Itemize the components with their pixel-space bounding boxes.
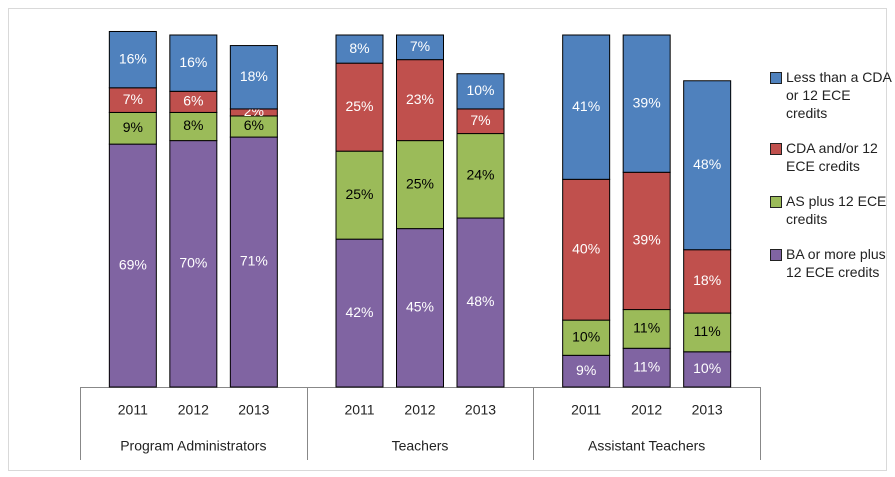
bar-segment [229,45,278,110]
data-label: 18% [240,68,268,84]
x-tick-label: 2012 [404,402,435,418]
bar-segment [456,73,505,110]
data-label: 16% [179,54,207,70]
data-label: 71% [240,253,268,269]
data-label: 7% [410,38,430,54]
data-label: 7% [470,112,490,128]
data-label: 10% [466,82,494,98]
group-label: Teachers [392,438,449,454]
legend-label: Less than a CDA or 12 ECE credits [786,69,892,121]
bar-segment [622,309,671,349]
data-label: 9% [576,362,596,378]
data-label: 25% [406,175,434,191]
x-tick-label: 2013 [692,402,723,418]
data-label: 42% [345,304,373,320]
bar-segment [335,238,384,388]
bar-segment [169,34,218,92]
data-label: 39% [633,232,661,248]
legend-item: Less than a CDA or 12 ECE credits [770,68,892,122]
bar-segment [456,217,505,388]
data-label: 11% [633,358,660,374]
data-label: 9% [123,119,143,135]
legend: Less than a CDA or 12 ECE credits CDA and… [770,68,892,298]
legend-label: AS plus 12 ECE credits [786,193,887,227]
bar-segment [683,351,732,388]
data-label: 70% [179,255,207,271]
x-tick-label: 2011 [344,402,374,418]
bar-segment [562,178,611,321]
legend-label: CDA and/or 12 ECE credits [786,140,878,174]
data-label: 18% [693,272,721,288]
group-label: Program Administrators [120,438,266,454]
bar-segment [683,249,732,314]
bar-segment [108,30,157,89]
bar-segment [335,34,384,64]
data-label: 69% [119,256,147,272]
data-label: 39% [633,94,661,110]
bar-segment [108,143,157,388]
bar-segment [562,319,611,356]
data-label: 40% [572,240,600,256]
x-tick-label: 2013 [465,402,496,418]
legend-swatch [770,196,782,208]
data-label: 45% [406,299,434,315]
data-label: 16% [119,50,147,66]
data-label: 10% [693,360,721,376]
bar-segment [622,347,671,388]
legend-item: AS plus 12 ECE credits [770,192,892,228]
data-label: 48% [466,293,494,309]
data-label: 8% [183,117,203,133]
data-label: 8% [349,40,369,56]
group-label: Assistant Teachers [588,438,705,454]
bar-segment [622,171,671,311]
legend-item: CDA and/or 12 ECE credits [770,139,892,175]
data-label: 10% [572,328,600,344]
bar-segment [335,150,384,240]
x-tick-label: 2013 [238,402,269,418]
bar-segment [396,140,444,230]
bar-segment [562,34,611,180]
x-tick-label: 2012 [178,402,209,418]
data-label: 48% [693,156,721,172]
data-label: 11% [694,323,721,339]
bar-segment [683,80,732,251]
legend-swatch [770,143,782,155]
bar-segment [622,34,671,173]
bar-segment [456,108,505,135]
data-label: 24% [466,167,494,183]
data-label: 7% [123,91,143,107]
bar-segment [396,34,444,61]
legend-swatch [770,249,782,261]
data-label: 11% [633,320,660,336]
legend-item: BA or more plus 12 ECE credits [770,245,892,281]
legend-label: BA or more plus 12 ECE credits [786,246,886,280]
x-tick-label: 2012 [631,402,662,418]
x-tick-label: 2011 [118,402,148,418]
data-label: 25% [345,98,373,114]
legend-swatch [770,72,782,84]
bar-segment [396,228,444,388]
data-label: 23% [406,91,434,107]
x-tick-label: 2011 [571,402,601,418]
data-label: 6% [183,93,203,109]
data-label: 25% [345,186,373,202]
data-label: 6% [244,117,264,133]
bar-segment [229,136,278,388]
data-label: 41% [572,98,600,114]
